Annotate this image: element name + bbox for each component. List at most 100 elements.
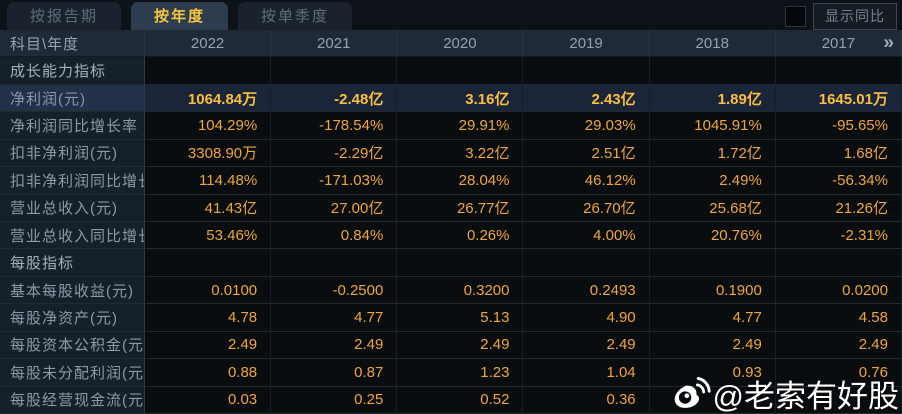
value-cell: 104.29% — [145, 112, 272, 140]
value-cell: 0.88 — [145, 359, 272, 387]
value-cell: -2.29亿 — [271, 139, 398, 168]
value-cell — [649, 386, 776, 414]
value-cell: -2.31% — [775, 222, 902, 250]
more-years-icon[interactable]: » — [883, 32, 894, 54]
value-cell: 0.03 — [145, 386, 272, 414]
value-cell: 4.90 — [523, 304, 650, 332]
value-cell: 46.12% — [523, 167, 650, 195]
value-cell: 0.1900 — [649, 276, 776, 305]
value-cell: 2.49 — [649, 331, 776, 360]
row-label: 营业总收入同比增长率 — [0, 222, 145, 250]
value-cell: 1.89亿 — [649, 84, 776, 113]
value-cell: 25.68亿 — [649, 194, 776, 222]
value-cell: 0.52 — [397, 386, 524, 414]
value-cell — [397, 249, 524, 277]
value-cell — [523, 57, 650, 85]
value-cell: 2.49 — [523, 331, 650, 360]
row-label: 营业总收入(元) — [0, 194, 145, 222]
value-cell: 2.49 — [271, 331, 398, 360]
table-row: 扣非净利润(元) 3308.90万 -2.29亿 3.22亿 2.51亿 1.72亿 1.6… — [0, 139, 902, 168]
corner-header: 科目\年度 — [0, 30, 145, 58]
value-cell: -171.03% — [271, 167, 398, 195]
value-cell: 4.58 — [775, 304, 902, 332]
value-cell: 0.2493 — [523, 276, 650, 305]
value-cell: 0.76 — [775, 359, 902, 387]
value-cell: 2.51亿 — [523, 139, 650, 168]
value-cell — [145, 57, 272, 85]
value-cell: 2.43亿 — [523, 84, 650, 113]
value-cell: 1.68亿 — [775, 139, 902, 168]
value-cell: -56.34% — [775, 167, 902, 195]
table-row: 营业总收入同比增长率53.46%0.84%0.26%4.00%20.76%-2.… — [0, 222, 902, 250]
table-row: 营业总收入(元) 41.43亿 27.00亿 26.77亿 26.70亿 25.68亿 21… — [0, 194, 902, 222]
table-row: 每股未分配利润(元) 0.88 0.87 1.23 1.04 0.93 0.76 — [0, 359, 902, 387]
value-cell: -95.65% — [775, 112, 902, 140]
value-cell: 1045.91% — [649, 112, 776, 140]
table-row: 每股资本公积金(元) 2.49 2.49 2.49 2.49 2.49 2.49 — [0, 331, 902, 360]
row-label: 每股指标 — [0, 249, 145, 277]
value-cell: 0.0100 — [145, 276, 272, 305]
year-label: 2020 — [443, 34, 477, 52]
value-cell: 2.49 — [145, 331, 272, 360]
value-cell: -178.54% — [271, 112, 398, 140]
row-label: 每股经营现金流(元) — [0, 386, 145, 414]
value-cell: 114.48% — [145, 167, 272, 195]
year-label: 2019 — [569, 34, 603, 52]
year-column-header: 2021 — [271, 30, 398, 58]
section-row: 成长能力指标 — [0, 57, 902, 85]
value-cell: 26.70亿 — [523, 194, 650, 222]
value-cell: 1.72亿 — [649, 139, 776, 168]
value-cell: 20.76% — [649, 222, 776, 250]
value-cell: -2.48亿 — [271, 84, 398, 113]
show-yoy-checkbox[interactable] — [785, 6, 806, 27]
value-cell — [649, 57, 776, 85]
row-label: 每股净资产(元) — [0, 304, 145, 332]
value-cell: 1.04 — [523, 359, 650, 387]
value-cell: 4.77 — [649, 304, 776, 332]
value-cell: 1.23 — [397, 359, 524, 387]
value-cell: 21.26亿 — [775, 194, 902, 222]
year-label: 2021 — [317, 34, 351, 52]
row-label: 净利润(元) — [0, 84, 145, 113]
value-cell: 2.49 — [775, 331, 902, 360]
table-header-row: 科目\年度 2022 2021 2020 2019 2018 2017 » — [0, 30, 902, 58]
year-column-header: 2022 — [145, 30, 272, 58]
value-cell: 2.49 — [397, 331, 524, 360]
value-cell: 27.00亿 — [271, 194, 398, 222]
year-column-header: 2020 — [397, 30, 524, 58]
show-yoy-label[interactable]: 显示同比 — [813, 3, 897, 30]
table-row: 净利润同比增长率 104.29% -178.54% 29.91% 29.03% 1045.… — [0, 112, 902, 140]
value-cell: 41.43亿 — [145, 194, 272, 222]
value-cell — [397, 57, 524, 85]
year-label: 2018 — [695, 34, 729, 52]
period-tab-bar: 按报告期 按年度 按单季度 显示同比 — [0, 0, 902, 30]
row-label: 成长能力指标 — [0, 57, 145, 85]
tab-by-report-period[interactable]: 按报告期 — [7, 2, 122, 30]
value-cell: 53.46% — [145, 222, 272, 250]
value-cell: 0.36 — [523, 386, 650, 414]
value-cell: 2.49% — [649, 167, 776, 195]
tab-by-year[interactable]: 按年度 — [131, 2, 229, 30]
value-cell — [775, 57, 902, 85]
row-label: 每股未分配利润(元) — [0, 359, 145, 387]
value-cell — [523, 249, 650, 277]
value-cell: 0.0200 — [775, 276, 902, 305]
value-cell: 26.77亿 — [397, 194, 524, 222]
row-label: 净利润同比增长率 — [0, 112, 145, 140]
tab-by-single-quarter[interactable]: 按单季度 — [238, 2, 353, 30]
value-cell: 4.00% — [523, 222, 650, 250]
value-cell — [649, 249, 776, 277]
value-cell — [271, 57, 398, 85]
value-cell: -0.2500 — [271, 276, 398, 305]
value-cell: 0.26% — [397, 222, 524, 250]
row-label: 扣非净利润同比增长率 — [0, 167, 145, 195]
value-cell: 3.22亿 — [397, 139, 524, 168]
value-cell: 0.87 — [271, 359, 398, 387]
value-cell: 0.84% — [271, 222, 398, 250]
row-label: 扣非净利润(元) — [0, 139, 145, 168]
value-cell: 3308.90万 — [145, 139, 272, 168]
year-column-header: 2018 — [649, 30, 776, 58]
value-cell: 0.3200 — [397, 276, 524, 305]
value-cell: 0.93 — [649, 359, 776, 387]
value-cell: 29.03% — [523, 112, 650, 140]
